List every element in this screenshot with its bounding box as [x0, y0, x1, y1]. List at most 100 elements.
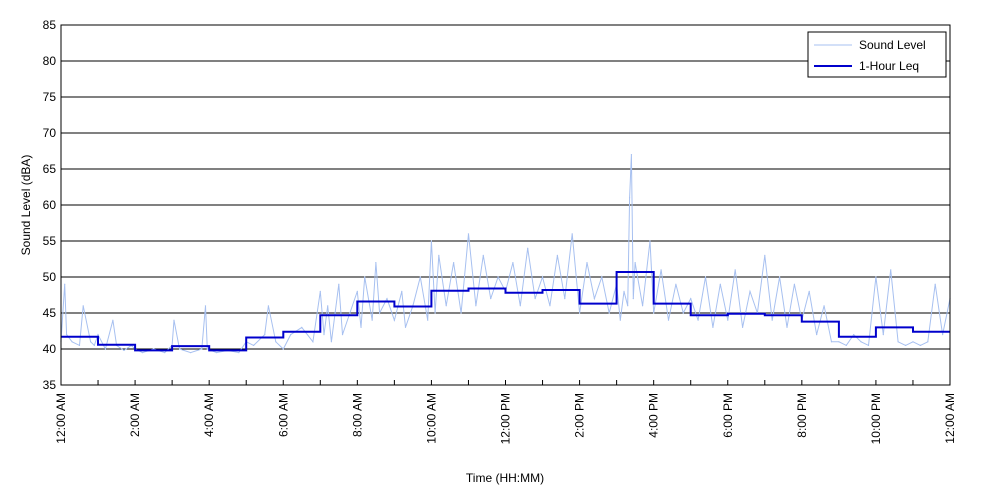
- sound-level-point: [549, 305, 551, 307]
- x-tick-label: 10:00 PM: [869, 393, 883, 444]
- sound-level-point: [71, 341, 73, 343]
- sound-level-point: [123, 349, 125, 352]
- sound-level-point: [438, 254, 440, 256]
- sound-level-point: [190, 352, 192, 354]
- sound-level-point: [634, 262, 636, 264]
- sound-level-point: [749, 290, 751, 292]
- sound-level-point: [215, 352, 218, 354]
- sound-level-point: [290, 334, 292, 336]
- y-tick-label: 60: [43, 198, 57, 212]
- sound-level-point: [173, 319, 175, 321]
- sound-level-point: [941, 334, 944, 336]
- sound-level-point: [627, 305, 629, 307]
- sound-level-point: [875, 276, 877, 278]
- series-1-hour-leq: [61, 271, 950, 352]
- sound-level-point: [490, 298, 492, 300]
- sound-level-point: [78, 344, 81, 346]
- x-tick-label: 12:00 AM: [943, 393, 957, 444]
- x-tick-label: 8:00 AM: [350, 393, 364, 437]
- sound-level-point: [682, 312, 684, 314]
- sound-level-point: [356, 290, 358, 292]
- y-tick-label: 55: [43, 234, 57, 248]
- sound-level-point: [897, 341, 899, 343]
- sound-level-point: [401, 290, 403, 292]
- sound-level-point: [564, 298, 566, 300]
- sound-level-point: [838, 341, 840, 343]
- sound-level-point: [641, 305, 644, 307]
- x-tick-label: 6:00 PM: [721, 393, 735, 438]
- sound-level-point: [601, 276, 603, 278]
- sound-level-point: [364, 276, 366, 278]
- sound-level-point: [349, 312, 351, 314]
- x-tick-label: 4:00 PM: [647, 393, 661, 438]
- x-tick-label: 12:00 PM: [499, 393, 513, 444]
- sound-level-point: [912, 341, 914, 343]
- sound-level-point: [927, 341, 929, 343]
- sound-level-point: [667, 319, 670, 321]
- sound-level-point: [319, 290, 321, 292]
- sound-level-point: [427, 319, 429, 321]
- y-tick-label: 50: [43, 270, 57, 284]
- x-axis-ticks: 12:00 AM 2:00 AM 4:00 AM 6:00 AM 8:00 AM 10:0…: [54, 380, 957, 444]
- sound-level-point: [460, 312, 462, 314]
- sound-level-point: [786, 326, 788, 328]
- sound-level-point: [823, 305, 825, 307]
- x-tick-label: 8:00 PM: [795, 393, 809, 438]
- sound-level-point: [467, 233, 470, 235]
- sound-level-point: [704, 276, 707, 278]
- sound-level-point: [519, 305, 521, 307]
- leq-step-line: [61, 271, 950, 352]
- sound-level-point: [453, 262, 455, 264]
- sound-level-point: [534, 298, 536, 300]
- sound-level-point: [90, 341, 92, 343]
- sound-level-point: [97, 334, 99, 336]
- sound-level-point: [153, 348, 155, 350]
- sound-level-point: [475, 305, 477, 307]
- sound-level-point: [593, 298, 596, 300]
- sound-level-point: [660, 269, 662, 271]
- x-axis-label: Time (HH:MM): [466, 471, 544, 485]
- sound-level-point: [808, 290, 810, 292]
- sound-level-point: [816, 334, 818, 336]
- sound-level-point: [512, 262, 514, 264]
- sound-level-point: [482, 254, 484, 256]
- x-tick-label: 2:00 AM: [128, 393, 142, 437]
- sound-level-point: [82, 305, 84, 307]
- sound-level-point: [793, 283, 796, 285]
- sound-level-point: [64, 283, 66, 285]
- sound-level-point: [867, 344, 870, 346]
- x-tick-label: 12:00 AM: [54, 393, 68, 444]
- sound-level-point: [527, 247, 529, 249]
- sound-level-point: [360, 326, 362, 328]
- y-tick-label: 85: [43, 18, 57, 32]
- sound-level-point: [719, 283, 721, 285]
- sound-level-point: [571, 233, 573, 235]
- sound-level-point: [404, 326, 407, 328]
- sound-level-point: [371, 319, 373, 321]
- sound-level-point: [238, 352, 240, 354]
- sound-level-point: [323, 334, 325, 336]
- x-tick-label: 4:00 AM: [202, 393, 216, 437]
- sound-level-point: [727, 319, 729, 321]
- sound-level-point: [860, 341, 862, 343]
- sound-level-point: [204, 305, 207, 307]
- sound-level-point: [623, 290, 625, 292]
- sound-level-point: [312, 341, 314, 343]
- sound-level-point: [419, 276, 421, 278]
- sound-level-point: [65, 334, 68, 336]
- sound-level-point: [141, 352, 144, 354]
- sound-level-point: [164, 352, 166, 354]
- legend: Sound Level 1-Hour Leq: [807, 31, 947, 78]
- sound-level-point: [608, 312, 610, 314]
- sound-level-point: [632, 298, 634, 300]
- sound-level-point: [112, 319, 114, 321]
- y-axis-label: Sound Level (dBA): [19, 155, 33, 256]
- y-tick-label: 40: [43, 342, 57, 356]
- y-tick-label: 65: [43, 162, 57, 176]
- y-tick-label: 45: [43, 306, 57, 320]
- sound-level-point: [282, 348, 284, 350]
- sound-level-point: [201, 348, 203, 350]
- sound-level-point: [430, 240, 433, 242]
- x-tick-label: 10:00 AM: [424, 393, 438, 444]
- y-tick-label: 80: [43, 54, 57, 68]
